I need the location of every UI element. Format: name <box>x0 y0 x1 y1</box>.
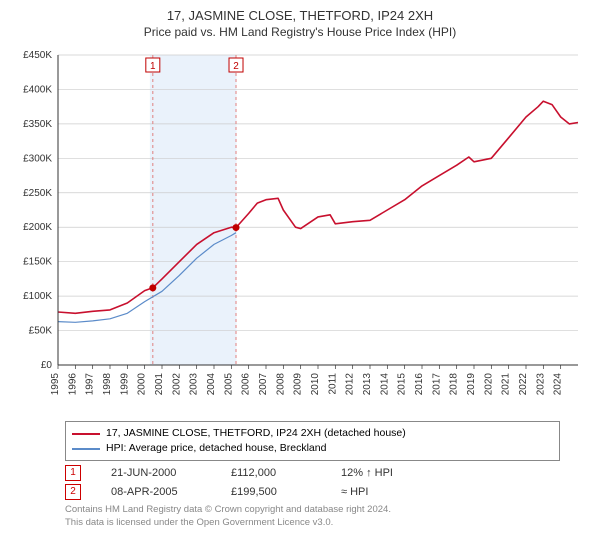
svg-text:1999: 1999 <box>119 373 130 396</box>
legend-row-1: 17, JASMINE CLOSE, THETFORD, IP24 2XH (d… <box>72 426 553 441</box>
svg-text:2011: 2011 <box>327 373 338 395</box>
svg-text:2008: 2008 <box>275 373 286 396</box>
svg-text:2000: 2000 <box>137 373 148 396</box>
svg-text:2001: 2001 <box>154 373 165 396</box>
svg-text:£400K: £400K <box>23 84 52 95</box>
svg-text:1996: 1996 <box>67 373 78 396</box>
svg-text:£250K: £250K <box>23 188 52 199</box>
svg-text:1998: 1998 <box>102 373 113 396</box>
svg-text:2004: 2004 <box>206 373 217 396</box>
svg-text:£100K: £100K <box>23 291 52 302</box>
svg-text:£0: £0 <box>41 360 53 371</box>
footer-line-1: Contains HM Land Registry data © Crown c… <box>65 504 560 517</box>
svg-text:1997: 1997 <box>85 373 96 396</box>
svg-text:2024: 2024 <box>553 373 564 396</box>
chart-title: 17, JASMINE CLOSE, THETFORD, IP24 2XH <box>10 8 590 23</box>
svg-text:£50K: £50K <box>29 326 53 337</box>
svg-text:2017: 2017 <box>431 373 442 396</box>
footer-attribution: Contains HM Land Registry data © Crown c… <box>65 504 560 530</box>
svg-text:£350K: £350K <box>23 119 52 130</box>
svg-text:2009: 2009 <box>293 373 304 396</box>
legend-label-1: 17, JASMINE CLOSE, THETFORD, IP24 2XH (d… <box>106 426 406 441</box>
svg-text:2021: 2021 <box>501 373 512 396</box>
footer-line-2: This data is licensed under the Open Gov… <box>65 517 560 530</box>
svg-text:2003: 2003 <box>189 373 200 396</box>
svg-text:2002: 2002 <box>171 373 182 396</box>
svg-text:2: 2 <box>233 61 239 72</box>
transaction-row: 1 21-JUN-2000 £112,000 12% ↑ HPI <box>65 465 560 481</box>
svg-text:2023: 2023 <box>535 373 546 396</box>
svg-text:2016: 2016 <box>414 373 425 396</box>
svg-text:1: 1 <box>150 61 156 72</box>
svg-text:£450K: £450K <box>23 50 52 61</box>
legend-line-icon <box>72 448 100 450</box>
svg-text:2007: 2007 <box>258 373 269 396</box>
chart-area: £0 £50K £100K £150K £200K £250K £300K £350K £400… <box>10 45 590 415</box>
transaction-row: 2 08-APR-2005 £199,500 ≈ HPI <box>65 484 560 500</box>
transaction-badge-icon: 2 <box>65 484 81 500</box>
chart-subtitle: Price paid vs. HM Land Registry's House … <box>10 25 590 39</box>
legend-label-2: HPI: Average price, detached house, Brec… <box>106 441 326 456</box>
svg-text:2012: 2012 <box>345 373 356 396</box>
legend-row-2: HPI: Average price, detached house, Brec… <box>72 441 553 456</box>
transaction-date: 21-JUN-2000 <box>111 467 201 479</box>
svg-text:£150K: £150K <box>23 257 52 268</box>
svg-text:2015: 2015 <box>397 373 408 396</box>
svg-text:2014: 2014 <box>379 373 390 396</box>
legend-box: 17, JASMINE CLOSE, THETFORD, IP24 2XH (d… <box>65 421 560 461</box>
transaction-delta: ≈ HPI <box>341 486 421 498</box>
chart-container: 17, JASMINE CLOSE, THETFORD, IP24 2XH Pr… <box>0 0 600 560</box>
legend-line-icon <box>72 433 100 435</box>
svg-text:1995: 1995 <box>50 373 61 396</box>
svg-text:£300K: £300K <box>23 153 52 164</box>
transaction-price: £199,500 <box>231 486 311 498</box>
svg-text:2005: 2005 <box>223 373 234 396</box>
svg-text:2022: 2022 <box>518 373 529 396</box>
svg-text:2006: 2006 <box>241 373 252 396</box>
transaction-date: 08-APR-2005 <box>111 486 201 498</box>
transaction-badge-icon: 1 <box>65 465 81 481</box>
svg-text:2013: 2013 <box>362 373 373 396</box>
svg-text:2010: 2010 <box>310 373 321 396</box>
svg-text:2019: 2019 <box>466 373 477 396</box>
svg-text:2020: 2020 <box>483 373 494 396</box>
svg-text:2018: 2018 <box>449 373 460 396</box>
line-chart-svg: £0 £50K £100K £150K £200K £250K £300K £350K £400… <box>10 45 590 415</box>
svg-text:£200K: £200K <box>23 222 52 233</box>
transaction-delta: 12% ↑ HPI <box>341 467 421 479</box>
transaction-price: £112,000 <box>231 467 311 479</box>
